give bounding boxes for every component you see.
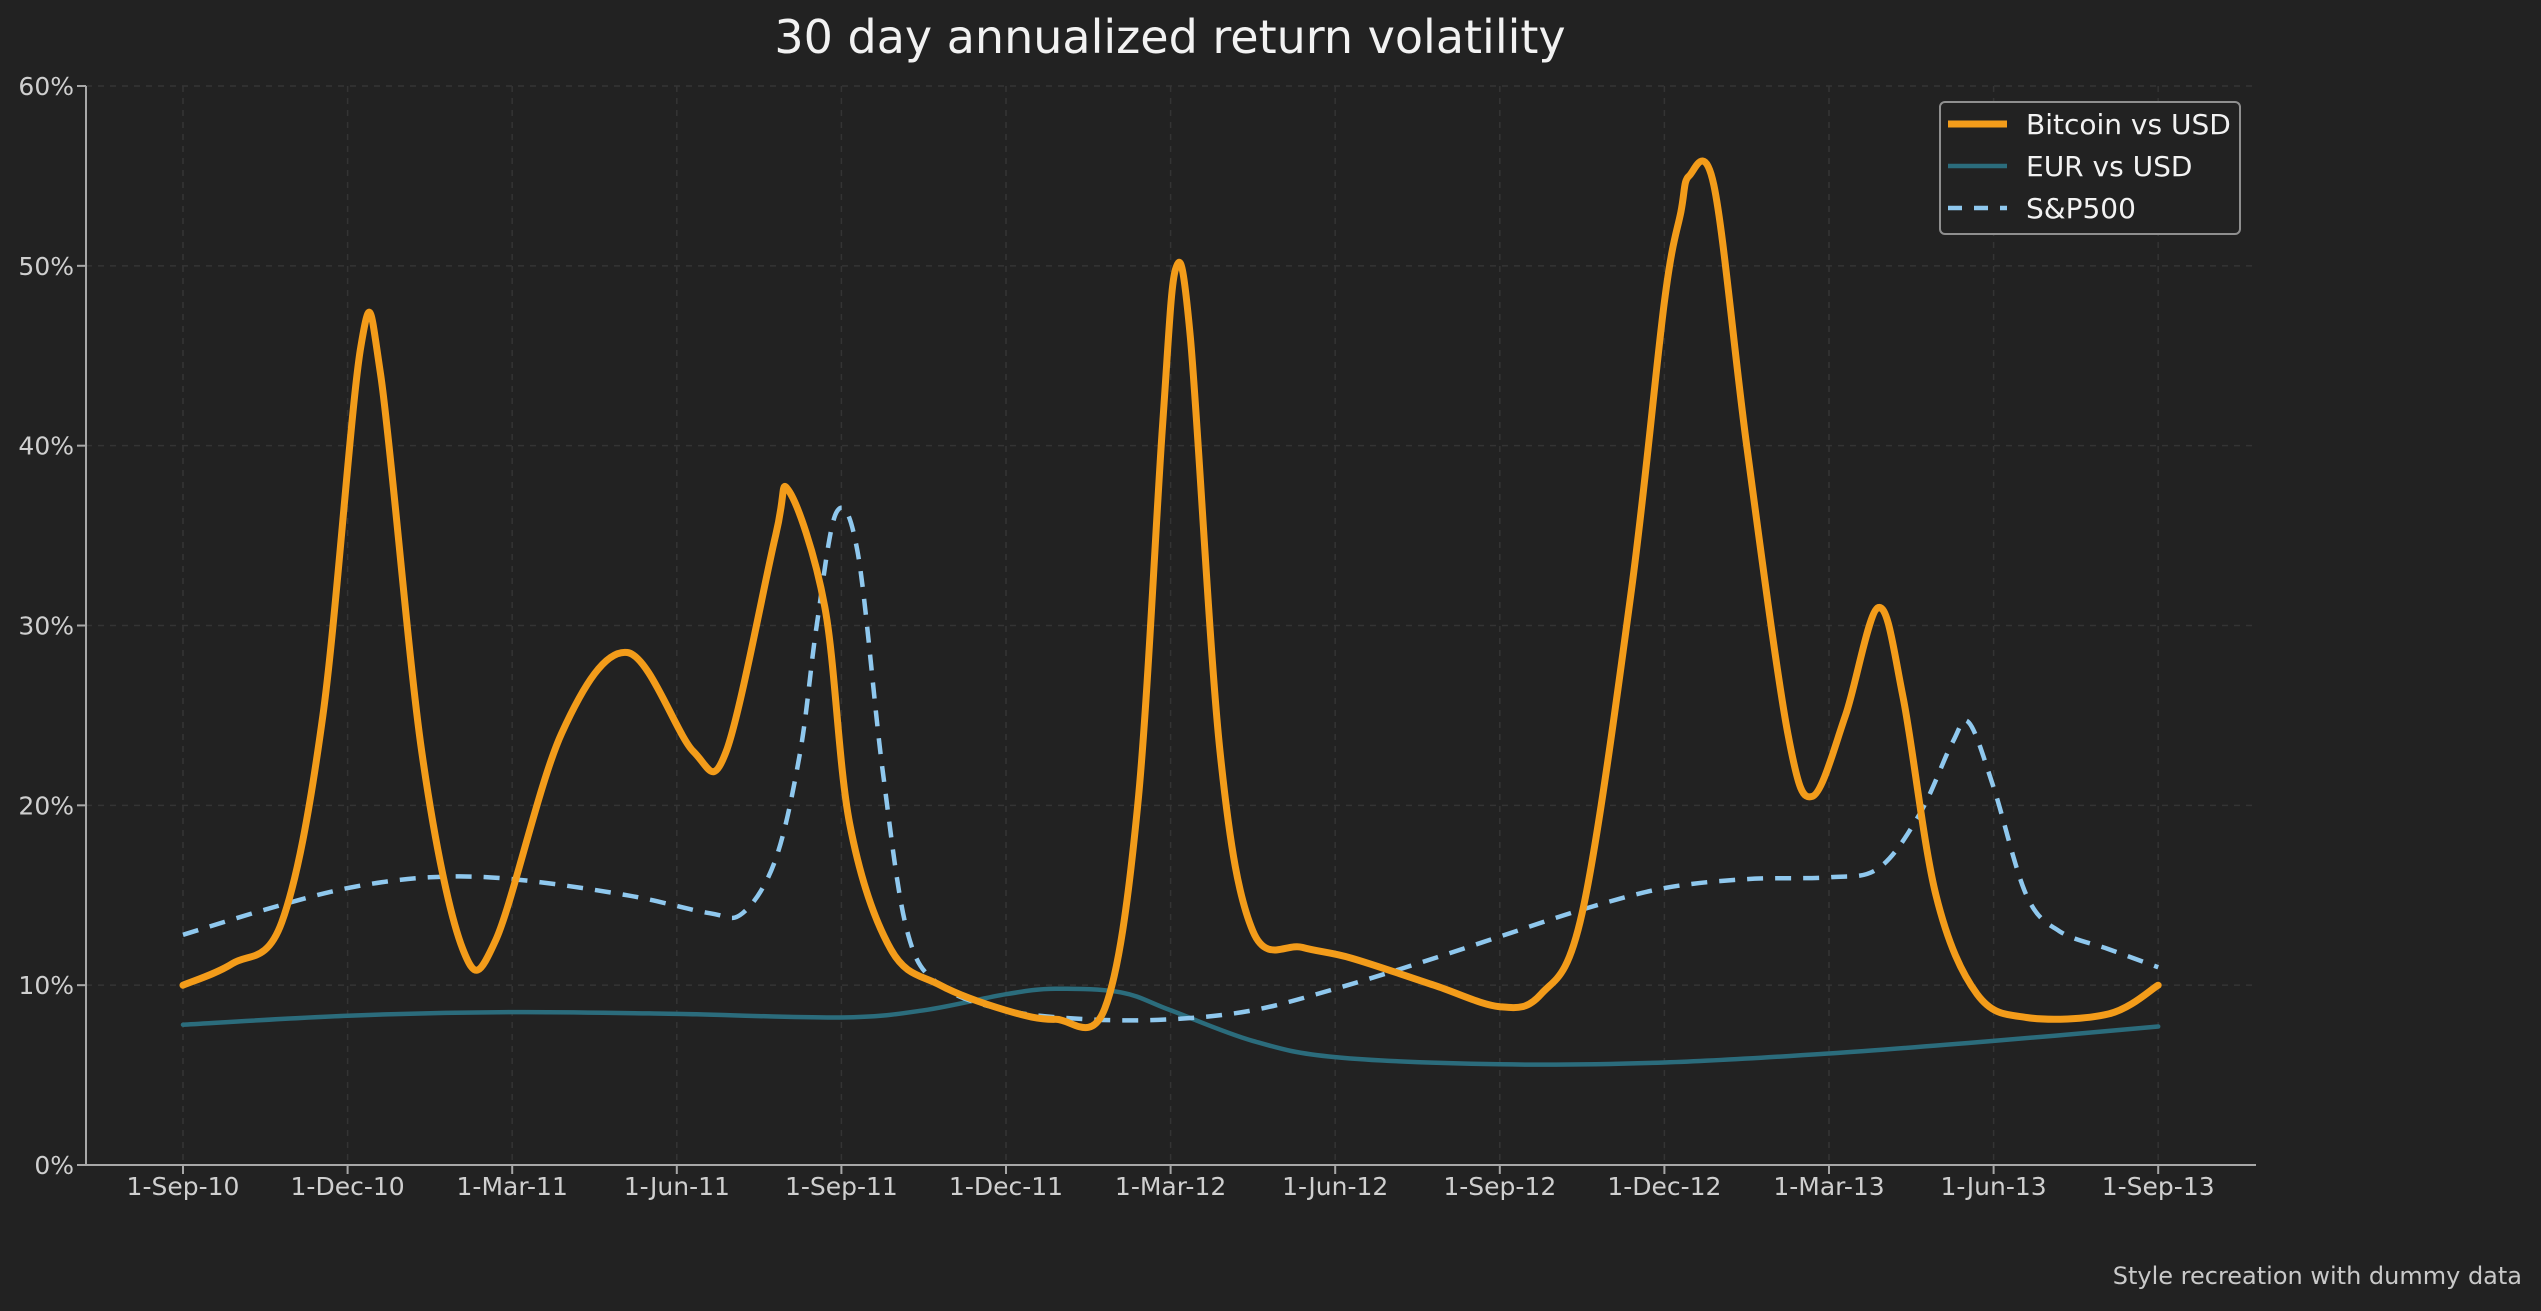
legend-label: EUR vs USD (2026, 150, 2192, 183)
footnote: Style recreation with dummy data (2113, 1262, 2522, 1290)
y-tick-label: 0% (34, 1151, 74, 1180)
x-tick-label: 1-Dec-11 (949, 1172, 1063, 1201)
legend: Bitcoin vs USD EUR vs USD S&P500 (1939, 101, 2241, 235)
grid-layer (86, 85, 2256, 1165)
x-tick-label: 1-Sep-11 (785, 1172, 898, 1201)
x-tick-label: 1-Jun-13 (1940, 1172, 2046, 1201)
x-tick-label: 1-Mar-13 (1773, 1172, 1884, 1201)
chart-title: 30 day annualized return volatility (774, 10, 1565, 64)
series-line-s-p500 (182, 505, 2159, 1023)
y-tick-label: 20% (18, 791, 74, 820)
y-tick-label: 50% (18, 252, 74, 281)
legend-box (1939, 101, 2241, 235)
x-tick-label: 1-Jun-12 (1282, 1172, 1388, 1201)
series-layer (179, 157, 2162, 1067)
axis-layer: 0% 10% 20% 30% 40% 50% 60% 1-Sep-10 1-Dec-10 1-Ma… (18, 72, 2256, 1201)
y-tick-label: 60% (18, 72, 74, 101)
legend-label: Bitcoin vs USD (2026, 108, 2231, 141)
series-line-bitcoin-vs-usd (179, 157, 2162, 1032)
x-tick-label: 1-Dec-12 (1607, 1172, 1721, 1201)
x-tick-label: 1-Mar-12 (1115, 1172, 1226, 1201)
x-tick-label: 1-Sep-13 (2102, 1172, 2215, 1201)
x-tick-label: 1-Jun-11 (624, 1172, 730, 1201)
x-tick-label: 1-Dec-10 (291, 1172, 405, 1201)
x-tick-label: 1-Sep-12 (1443, 1172, 1556, 1201)
x-tick-label: 1-Sep-10 (127, 1172, 240, 1201)
legend-label: S&P500 (2026, 192, 2136, 225)
series-line-eur-vs-usd (180, 986, 2161, 1067)
x-tick-label: 1-Mar-11 (457, 1172, 568, 1201)
y-tick-label: 30% (18, 612, 74, 641)
y-tick-label: 40% (18, 432, 74, 461)
y-tick-label: 10% (18, 971, 74, 1000)
